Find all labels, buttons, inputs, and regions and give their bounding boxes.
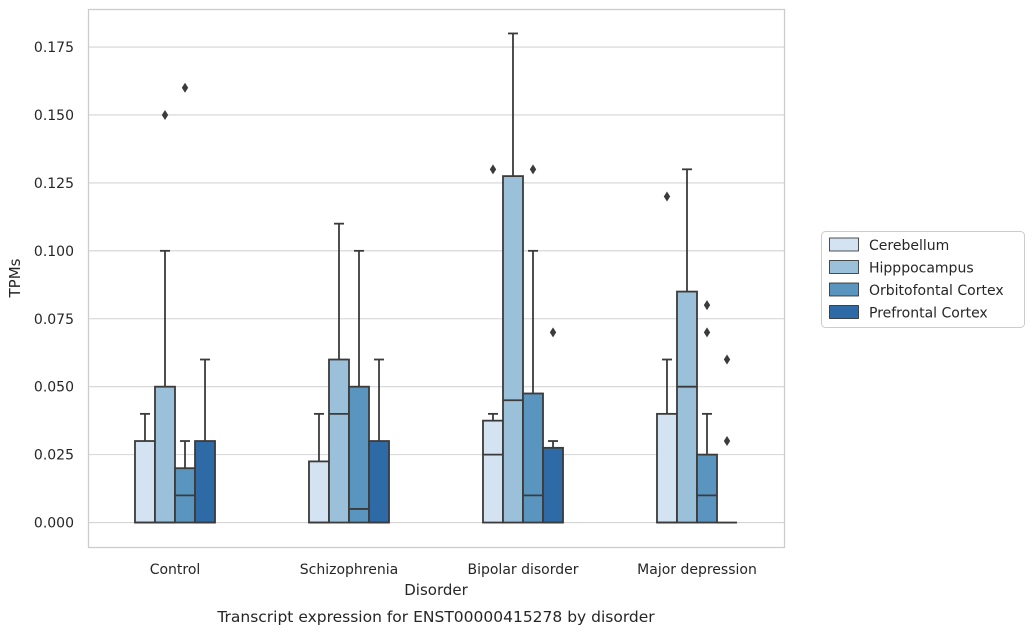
- box-rect: [482, 419, 504, 524]
- box-rect: [522, 392, 544, 524]
- box-rect: [308, 460, 330, 524]
- box-rect: [368, 440, 390, 524]
- outlier-point: [703, 300, 711, 311]
- outlier-point: [489, 164, 497, 175]
- series-hipppocampus: [154, 32, 698, 524]
- box: [717, 354, 738, 524]
- box: [542, 327, 564, 524]
- box-plot-series: [134, 32, 738, 524]
- outlier-point: [723, 436, 731, 447]
- box-rect: [194, 440, 216, 524]
- x-tick-label: Schizophrenia: [300, 562, 398, 578]
- box-rect: [502, 175, 524, 524]
- box: [348, 249, 370, 524]
- box: [194, 358, 216, 524]
- x-tick-label: Bipolar disorder: [467, 562, 578, 578]
- y-tick-label: 0.100: [34, 244, 74, 260]
- box: [482, 164, 504, 524]
- series-cerebellum: [134, 164, 678, 524]
- legend-swatch: [829, 305, 859, 319]
- legend-swatch: [829, 260, 859, 274]
- box: [328, 222, 350, 524]
- box: [368, 358, 390, 524]
- outlier-point: [723, 354, 731, 365]
- legend-item: Orbitofontal Cortex: [829, 282, 1004, 299]
- legend-item: Cerebellum: [829, 237, 949, 254]
- legend-frame: [821, 231, 1025, 328]
- legend-item: Hipppocampus: [829, 260, 974, 277]
- box-rect: [696, 453, 718, 524]
- box-rect: [154, 385, 176, 524]
- y-tick-label: 0.025: [34, 448, 74, 464]
- legend: Cerebellum Hipppocampus Orbitofontal Corte…: [821, 231, 1025, 328]
- y-tick-label: 0.175: [34, 40, 74, 56]
- box-rect: [134, 440, 156, 524]
- box: [502, 32, 524, 524]
- legend-label: Hipppocampus: [869, 261, 974, 277]
- box-rect: [542, 446, 564, 524]
- box: [134, 412, 156, 524]
- legend-label: Cerebellum: [869, 238, 949, 254]
- series-orbitofontal-cortex: [174, 82, 718, 524]
- series-prefrontal-cortex: [194, 327, 738, 524]
- legend-label: Prefrontal Cortex: [869, 306, 988, 322]
- x-tick-labels: Control Schizophrenia Bipolar disorder Majo…: [150, 562, 757, 578]
- figure-caption: Transcript expression for ENST0000041527…: [216, 608, 655, 626]
- box: [174, 82, 196, 524]
- box: [154, 109, 176, 524]
- outlier-point: [663, 191, 671, 202]
- legend-item: Prefrontal Cortex: [829, 305, 988, 322]
- box-rect: [348, 385, 370, 524]
- box: [656, 191, 678, 524]
- y-axis-title: TPMs: [6, 258, 24, 298]
- box: [676, 168, 698, 524]
- y-tick-label: 0.150: [34, 108, 74, 124]
- legend-swatch: [829, 282, 859, 297]
- box-rect: [676, 290, 698, 524]
- y-tick-label: 0.050: [34, 380, 74, 396]
- outlier-point: [549, 327, 557, 338]
- box: [696, 300, 718, 524]
- outlier-point: [703, 327, 711, 338]
- box-rect: [656, 412, 678, 524]
- y-tick-label: 0.000: [34, 516, 74, 532]
- x-axis-title: Disorder: [404, 581, 468, 599]
- box-rect: [328, 358, 350, 524]
- y-tick-labels: 0.000 0.025 0.050 0.075 0.100 0.125 0.150 0.175: [34, 40, 74, 532]
- outlier-point: [181, 82, 189, 93]
- box: [308, 412, 330, 524]
- outlier-point: [529, 164, 537, 175]
- y-tick-label: 0.075: [34, 312, 74, 328]
- x-tick-label: Control: [150, 562, 201, 578]
- box: [522, 164, 544, 524]
- y-tick-label: 0.125: [34, 176, 74, 192]
- legend-label: Orbitofontal Cortex: [869, 283, 1004, 299]
- plot-frame: [87, 8, 786, 549]
- legend-swatch: [829, 237, 859, 252]
- x-tick-label: Major depression: [637, 562, 757, 578]
- outlier-point: [161, 109, 169, 120]
